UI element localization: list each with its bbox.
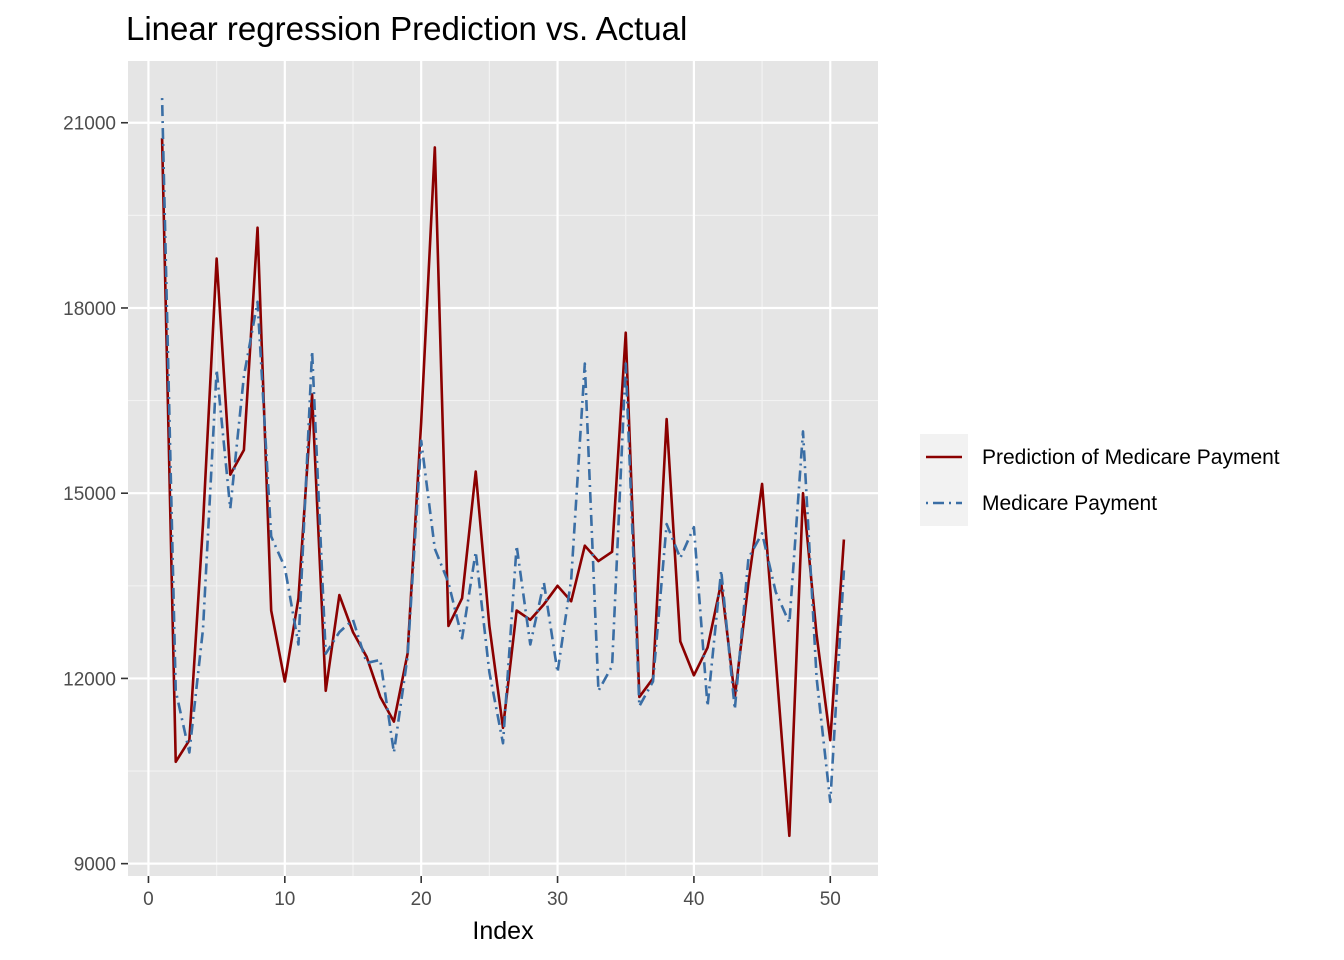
chart-title: Linear regression Prediction vs. Actual [126, 10, 687, 47]
x-axis-title: Index [472, 917, 534, 945]
x-tick-label: 10 [274, 889, 295, 910]
y-tick-label: 21000 [63, 114, 116, 135]
series-lines [160, 98, 846, 838]
x-tick-labels: 0 10 20 30 40 50 [143, 889, 841, 910]
legend-label-prediction: Prediction of Medicare Payment [982, 446, 1280, 469]
legend: Prediction of Medicare Payment Medicare … [920, 434, 1280, 526]
minor-gridlines [128, 61, 878, 876]
x-tick-label: 30 [547, 889, 568, 910]
y-tick-label: 12000 [63, 669, 116, 690]
legend-label-medicare-payment: Medicare Payment [982, 492, 1157, 515]
x-tick-label: 50 [820, 889, 841, 910]
series-line-medicare-payment [160, 98, 846, 804]
axis-tick-marks [121, 121, 832, 883]
y-tick-label: 9000 [74, 855, 116, 876]
x-tick-label: 40 [683, 889, 704, 910]
y-tick-labels: 9000 12000 15000 18000 21000 [63, 114, 116, 876]
x-tick-label: 20 [411, 889, 432, 910]
plot-panel [128, 61, 878, 876]
y-tick-label: 18000 [63, 299, 116, 320]
y-tick-label: 15000 [63, 484, 116, 505]
x-tick-label: 0 [143, 889, 154, 910]
